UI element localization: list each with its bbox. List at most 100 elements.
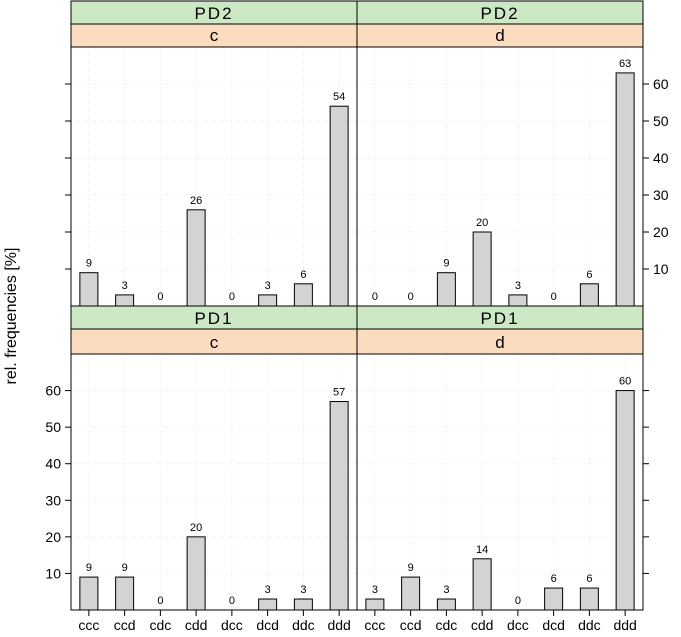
x-tick-label: cdd (471, 617, 494, 632)
bar (186, 209, 206, 307)
bar-value-label: 0 (408, 291, 414, 303)
bar-value-label: 3 (300, 584, 306, 596)
bar (329, 105, 349, 307)
bar (544, 587, 564, 611)
x-tick-label: cdd (185, 617, 208, 632)
bar (115, 576, 135, 611)
x-tick-label: cdc (149, 617, 171, 632)
y-tick-label: 50 (45, 419, 61, 435)
strip-inner-label: d (495, 26, 504, 45)
bar (365, 598, 385, 611)
bar-value-label: 14 (476, 544, 488, 556)
bar (615, 390, 635, 611)
bar-value-label: 0 (229, 595, 235, 607)
y-tick-label: 20 (653, 224, 669, 240)
bar-value-label: 57 (333, 387, 345, 399)
bar-value-label: 0 (229, 291, 235, 303)
bar (436, 272, 456, 307)
panel-border (356, 353, 644, 611)
strip-outer-label: PD1 (480, 309, 519, 328)
strip-inner-label: c (210, 333, 219, 352)
bar-value-label: 0 (157, 595, 163, 607)
bar (79, 272, 99, 307)
x-tick-label: ccd (114, 617, 136, 632)
x-tick-label: ccd (400, 617, 422, 632)
bar-value-label: 0 (551, 291, 557, 303)
bar (258, 294, 278, 307)
bar (508, 294, 528, 307)
panel-border (70, 46, 358, 307)
strip-outer-label: PD1 (194, 309, 233, 328)
y-tick-label: 60 (45, 383, 61, 399)
x-tick-label: dcc (221, 617, 243, 632)
y-tick-label: 40 (653, 150, 669, 166)
bar-value-label: 9 (86, 258, 92, 270)
bar (79, 576, 99, 611)
bar (329, 401, 349, 611)
bar-value-label: 9 (443, 258, 449, 270)
bar-value-label: 6 (300, 269, 306, 281)
bar (401, 576, 421, 611)
x-tick-label: dcd (256, 617, 279, 632)
bar (615, 72, 635, 307)
strip-inner-bg (356, 328, 644, 355)
bar (258, 598, 278, 611)
bar (579, 283, 599, 307)
bar-value-label: 3 (372, 584, 378, 596)
bar-value-label: 6 (586, 573, 592, 585)
x-tick-label: ddd (613, 617, 636, 632)
bar (186, 536, 206, 611)
bar-value-label: 3 (265, 280, 271, 292)
bar-value-label: 9 (86, 562, 92, 574)
bar-value-label: 9 (122, 562, 128, 574)
bar-value-label: 3 (122, 280, 128, 292)
x-tick-label: dcd (542, 617, 565, 632)
x-tick-label: ddc (292, 617, 315, 632)
x-tick-label: ccc (364, 617, 385, 632)
bar-value-label: 9 (408, 562, 414, 574)
x-tick-label: ddc (578, 617, 601, 632)
bar-value-label: 0 (515, 595, 521, 607)
y-axis-title: rel. frequencies [%] (3, 248, 20, 385)
strip-inner-label: d (495, 333, 504, 352)
strip-outer-label: PD2 (480, 4, 519, 23)
y-tick-label: 30 (653, 187, 669, 203)
bar-value-label: 20 (190, 522, 202, 534)
bar-value-label: 60 (619, 376, 631, 388)
x-tick-label: dcc (507, 617, 529, 632)
x-tick-label: ddd (327, 617, 350, 632)
bar (293, 598, 313, 611)
bar (472, 231, 492, 307)
bar-value-label: 20 (476, 217, 488, 229)
strip-outer-label: PD2 (194, 4, 233, 23)
bar-value-label: 3 (515, 280, 521, 292)
strip-inner-label: c (210, 26, 219, 45)
y-tick-label: 50 (653, 113, 669, 129)
y-tick-label: 60 (653, 76, 669, 92)
bar (115, 294, 135, 307)
bar-value-label: 6 (551, 573, 557, 585)
bar (293, 283, 313, 307)
bar-value-label: 0 (372, 291, 378, 303)
bar-value-label: 6 (586, 269, 592, 281)
bar-value-label: 26 (190, 195, 202, 207)
bar-value-label: 63 (619, 58, 631, 70)
x-tick-label: cdc (435, 617, 457, 632)
bar-value-label: 0 (157, 291, 163, 303)
bar-value-label: 3 (443, 584, 449, 596)
y-tick-label: 10 (45, 565, 61, 581)
y-tick-label: 30 (45, 492, 61, 508)
bar-value-label: 3 (265, 584, 271, 596)
bar-value-label: 54 (333, 91, 345, 103)
x-tick-label: ccc (78, 617, 99, 632)
y-tick-label: 40 (45, 456, 61, 472)
panel-border (70, 353, 358, 611)
y-tick-label: 20 (45, 529, 61, 545)
bar (472, 558, 492, 611)
panel-border (356, 46, 644, 307)
bar (579, 587, 599, 611)
y-tick-label: 10 (653, 261, 669, 277)
bar (436, 598, 456, 611)
